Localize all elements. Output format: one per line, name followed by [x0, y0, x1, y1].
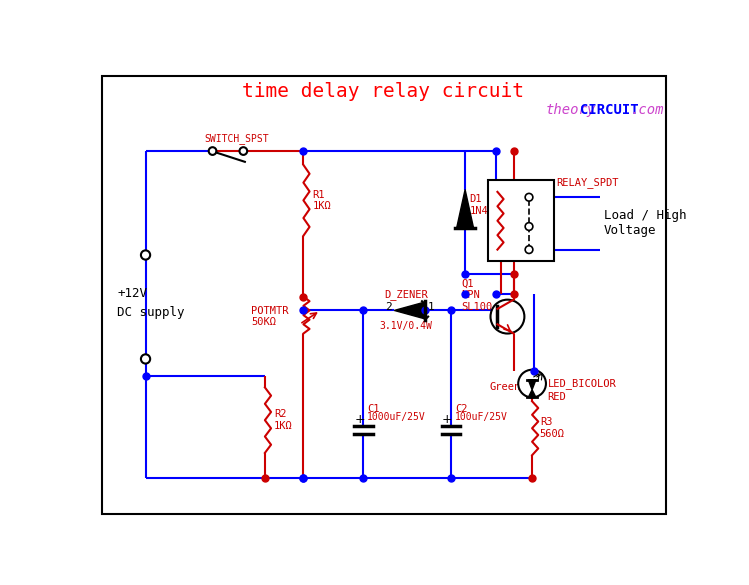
Circle shape: [240, 147, 247, 155]
Text: 1: 1: [428, 302, 434, 312]
Circle shape: [209, 147, 216, 155]
Circle shape: [141, 250, 150, 260]
Text: +12V: +12V: [117, 287, 147, 300]
Text: R1
1KΩ: R1 1KΩ: [312, 190, 331, 211]
Text: R2
1KΩ: R2 1KΩ: [274, 409, 293, 431]
Text: DC supply: DC supply: [117, 307, 184, 319]
Text: time delay relay circuit: time delay relay circuit: [243, 82, 524, 101]
Text: Load / High
Voltage: Load / High Voltage: [604, 209, 686, 238]
Text: RELAY_SPDT: RELAY_SPDT: [556, 177, 619, 188]
Polygon shape: [457, 190, 473, 228]
Text: theory: theory: [546, 103, 596, 117]
Text: Q1
NPN
SL100: Q1 NPN SL100: [461, 278, 493, 312]
Text: R3
560Ω: R3 560Ω: [540, 418, 565, 439]
Text: C2: C2: [455, 404, 467, 414]
Text: +: +: [442, 412, 452, 425]
Text: RED: RED: [548, 393, 566, 402]
Text: 3.1V/0.4W: 3.1V/0.4W: [380, 321, 432, 331]
Polygon shape: [394, 302, 425, 319]
Text: +: +: [354, 412, 365, 425]
Bar: [488, 180, 554, 261]
Text: CIRCUIT: CIRCUIT: [580, 103, 638, 117]
Text: C1: C1: [367, 404, 380, 414]
Text: SWITCH_SPST: SWITCH_SPST: [204, 133, 270, 144]
Text: D1
1N4007: D1 1N4007: [470, 194, 507, 216]
Text: POTMTR
50KΩ: POTMTR 50KΩ: [251, 306, 288, 328]
Text: D_ZENER: D_ZENER: [384, 290, 428, 301]
Text: 2: 2: [385, 302, 392, 312]
Circle shape: [491, 300, 524, 333]
Polygon shape: [528, 390, 536, 397]
Circle shape: [525, 246, 533, 253]
Circle shape: [525, 194, 533, 201]
Text: LED_BICOLOR: LED_BICOLOR: [548, 378, 616, 389]
Polygon shape: [528, 380, 536, 390]
Circle shape: [525, 223, 533, 230]
Text: 100uF/25V: 100uF/25V: [455, 412, 508, 422]
Text: .com: .com: [631, 103, 664, 117]
Text: Green: Green: [490, 383, 521, 393]
Text: 1000uF/25V: 1000uF/25V: [367, 412, 426, 422]
Circle shape: [518, 370, 546, 397]
Circle shape: [141, 355, 150, 363]
